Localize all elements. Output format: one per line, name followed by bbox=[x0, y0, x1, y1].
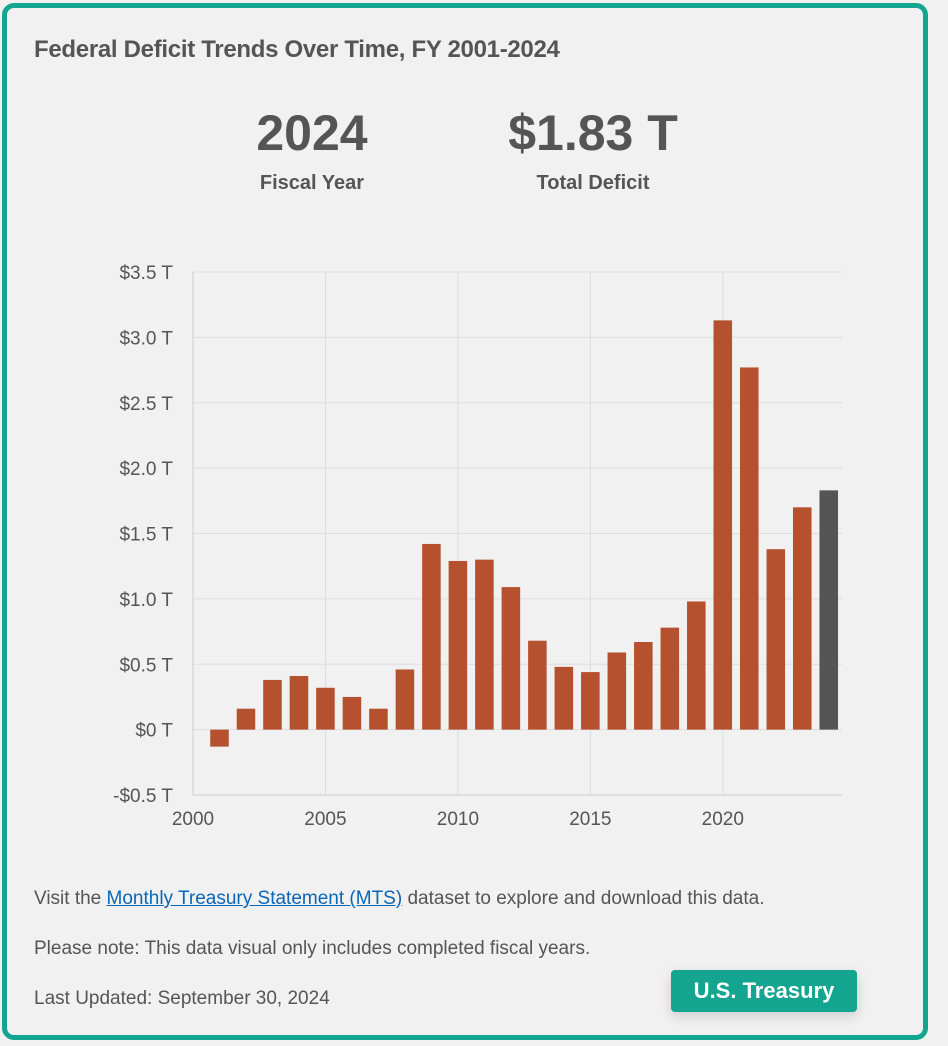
bar-2003 bbox=[263, 679, 282, 730]
y-tick-label: $3.0 T bbox=[119, 328, 173, 349]
y-tick-label: $1.0 T bbox=[119, 590, 173, 611]
total-deficit-stat: $1.83 T Total Deficit bbox=[478, 108, 708, 195]
x-tick-label: 2010 bbox=[437, 809, 479, 830]
bar-2017 bbox=[634, 642, 653, 730]
bar-2001 bbox=[210, 729, 229, 747]
note-suffix: dataset to explore and download this dat… bbox=[402, 888, 765, 909]
bar-2015 bbox=[581, 672, 600, 730]
bar-2008 bbox=[395, 669, 415, 730]
y-tick-label: $1.5 T bbox=[119, 525, 173, 546]
us-treasury-badge[interactable]: U.S. Treasury bbox=[671, 970, 857, 1012]
deficit-bar-chart: -$0.5 T $0 T $0.5 T $1.0 T $1.5 T $2.0 T $2.5 … bbox=[113, 263, 842, 830]
bar-2019 bbox=[687, 601, 706, 730]
bar-2018 bbox=[660, 627, 680, 730]
last-updated: Last Updated: September 30, 2024 bbox=[34, 988, 330, 1009]
bar-2024 bbox=[819, 490, 839, 730]
y-tick-label: -$0.5 T bbox=[113, 786, 173, 807]
y-tick-label: $2.0 T bbox=[119, 459, 173, 480]
chart-title: Federal Deficit Trends Over Time, FY 200… bbox=[34, 36, 560, 63]
fiscal-year-stat: 2024 Fiscal Year bbox=[232, 108, 392, 195]
note-prefix: Visit the bbox=[34, 888, 107, 909]
bar-2012 bbox=[501, 587, 521, 730]
y-tick-label: $2.5 T bbox=[119, 394, 173, 415]
chart-card bbox=[2, 3, 928, 1040]
y-tick-label: $0.5 T bbox=[119, 655, 173, 676]
fiscal-year-label: Fiscal Year bbox=[259, 172, 365, 194]
x-tick-label: 2005 bbox=[304, 809, 346, 830]
x-tick-label: 2015 bbox=[569, 809, 611, 830]
bar-2022 bbox=[766, 549, 786, 730]
y-tick-label: $3.5 T bbox=[119, 263, 173, 284]
bar-2020 bbox=[713, 320, 733, 730]
bar-2016 bbox=[607, 652, 627, 730]
bar-2023 bbox=[792, 507, 812, 730]
bar-2021 bbox=[740, 367, 759, 730]
bar-2013 bbox=[528, 640, 547, 730]
completed-years-note: Please note: This data visual only inclu… bbox=[34, 938, 591, 959]
total-deficit-label: Total Deficit bbox=[536, 172, 650, 194]
bar-2011 bbox=[475, 559, 494, 730]
bar-2014 bbox=[554, 666, 574, 730]
total-deficit-value: $1.83 T bbox=[508, 105, 678, 161]
fiscal-year-value: 2024 bbox=[256, 105, 368, 161]
bar-2007 bbox=[369, 708, 388, 730]
bar-2005 bbox=[316, 687, 335, 730]
bar-2009 bbox=[422, 543, 441, 730]
x-tick-label: 2000 bbox=[172, 809, 214, 830]
bar-2004 bbox=[289, 676, 309, 730]
mts-note: Visit the Monthly Treasury Statement (MT… bbox=[34, 888, 765, 910]
bar-2006 bbox=[342, 696, 362, 730]
y-tick-label: $0 T bbox=[135, 721, 173, 742]
bar-2002 bbox=[236, 708, 256, 730]
mts-dataset-link[interactable]: Monthly Treasury Statement (MTS) bbox=[106, 888, 403, 909]
x-tick-label: 2020 bbox=[702, 809, 744, 830]
bar-2010 bbox=[448, 560, 468, 730]
